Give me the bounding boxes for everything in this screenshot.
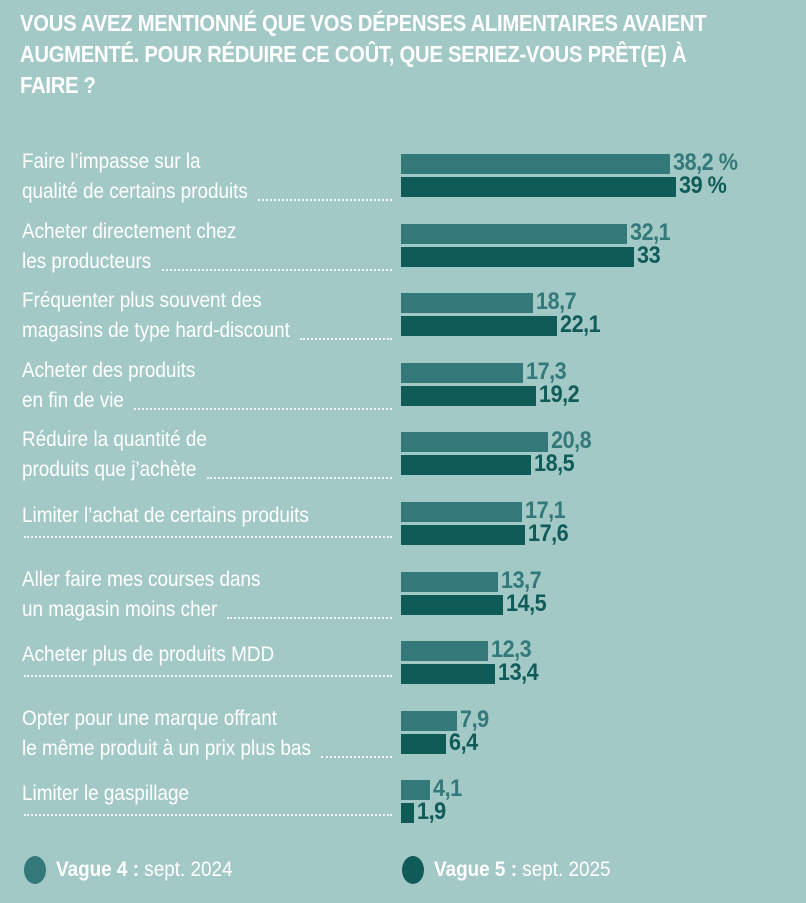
category-label-line: magasins de type hard-discount — [22, 319, 290, 343]
legend-swatch-icon — [402, 856, 424, 884]
category-label-line: le même produit à un prix plus bas — [22, 736, 311, 760]
bar-vague-4 — [401, 432, 548, 453]
legend-swatch-icon — [24, 856, 46, 884]
data-label: 6,4 — [449, 728, 478, 756]
bar-vague-4 — [401, 502, 522, 522]
bar-vague-5 — [401, 803, 415, 824]
data-label: 18,7 — [535, 288, 577, 316]
category-label-line: un magasin moins cher — [22, 597, 218, 621]
leader-line — [24, 675, 392, 678]
category-label: Aller faire mes courses dans un magasin m… — [22, 565, 357, 625]
leader-line — [257, 199, 392, 201]
category-label-line: Aller faire mes courses dans — [22, 567, 261, 591]
data-label: 33 — [636, 241, 661, 269]
data-label: 19,2 — [539, 380, 580, 408]
category-label: Fréquenter plus souvent des magasins de t… — [22, 286, 357, 346]
data-label: 39 % — [679, 172, 727, 199]
legend-series-name: Vague 4 — [56, 858, 128, 881]
category-label-line: Opter pour une marque offrant — [22, 706, 277, 730]
bar-vague-5 — [401, 316, 557, 337]
bar-vague-5 — [401, 455, 532, 476]
category-label: Réduire la quantité de produits que j’ach… — [22, 425, 357, 485]
data-label: 22,1 — [559, 311, 601, 339]
category-label-line: Réduire la quantité de — [22, 428, 207, 452]
legend-series-name: Vague 5 — [434, 858, 506, 881]
category-label-line: produits que j’achète — [22, 458, 197, 482]
legend-item-vague-5: Vague 5 : sept. 2025 — [402, 856, 630, 884]
category-label-line: Acheter plus de produits MDD — [22, 643, 275, 667]
data-label: 1,9 — [417, 798, 447, 826]
chart-title: VOUS AVEZ MENTIONNÉ QUE VOS DÉPENSES ALI… — [20, 10, 707, 98]
bar-vague-4 — [401, 641, 488, 662]
bar-vague-4 — [401, 362, 523, 383]
leader-line — [320, 755, 392, 758]
category-label: Limiter le gaspillage — [22, 779, 357, 809]
legend-separator: : — [127, 858, 145, 881]
category-label-line: Faire l’impasse sur la — [22, 150, 201, 173]
category-label-line: qualité de certains produits — [22, 180, 248, 203]
legend-series-date: sept. 2025 — [522, 858, 611, 881]
data-label: 17,6 — [528, 520, 569, 547]
leader-line — [24, 814, 392, 817]
category-label: Opter pour une marque offrant le même pro… — [22, 704, 357, 764]
category-label-line: Acheter directement chez — [22, 219, 237, 243]
bar-vague-4 — [401, 223, 628, 244]
bar-vague-5 — [401, 664, 496, 685]
category-label-line: Limiter l’achat de certains produits — [22, 504, 309, 527]
leader-line — [161, 268, 392, 271]
data-label: 17,3 — [525, 357, 567, 385]
data-label: 7,9 — [459, 705, 489, 733]
bar-vague-4 — [401, 293, 533, 314]
category-label-line: les producteurs — [22, 249, 152, 273]
bar-vague-5 — [401, 525, 526, 545]
leader-line — [133, 407, 392, 410]
bar-vague-4 — [401, 780, 430, 801]
data-label: 32,1 — [630, 218, 671, 246]
data-label: 18,5 — [534, 450, 575, 478]
bar-vague-5 — [401, 733, 447, 754]
category-label: Faire l’impasse sur la qualité de certain… — [22, 147, 357, 207]
leader-line — [300, 338, 392, 341]
data-label: 12,3 — [490, 636, 532, 664]
bar-vague-5 — [401, 594, 504, 615]
data-label: 38,2 % — [673, 149, 738, 176]
legend-separator: : — [505, 858, 523, 881]
category-label-line: Limiter le gaspillage — [22, 782, 190, 806]
leader-line — [206, 477, 392, 480]
category-label-line: Acheter des produits — [22, 358, 196, 382]
data-label: 4,1 — [432, 775, 462, 803]
data-label: 13,7 — [500, 566, 542, 594]
bar-vague-5 — [401, 246, 634, 267]
category-label-line: en fin de vie — [22, 388, 124, 412]
legend-series-date: sept. 2024 — [144, 858, 233, 881]
bar-vague-5 — [401, 385, 537, 406]
leader-line — [24, 536, 392, 538]
category-label: Acheter plus de produits MDD — [22, 640, 357, 670]
category-label: Acheter des produits en fin de vie — [22, 356, 357, 416]
leader-line — [227, 616, 392, 619]
data-label: 14,5 — [506, 589, 547, 617]
legend-item-vague-4: Vague 4 : sept. 2024 — [24, 856, 252, 884]
bar-vague-5 — [401, 177, 676, 197]
data-label: 20,8 — [550, 427, 592, 455]
bar-vague-4 — [401, 571, 498, 592]
data-label: 13,4 — [498, 659, 539, 687]
bar-vague-4 — [401, 710, 457, 731]
category-label: Limiter l’achat de certains produits — [22, 501, 357, 531]
category-label-line: Fréquenter plus souvent des — [22, 289, 262, 313]
data-label: 17,1 — [524, 497, 566, 524]
category-label: Acheter directement chez les producteurs — [22, 217, 357, 277]
bar-vague-4 — [401, 154, 671, 174]
